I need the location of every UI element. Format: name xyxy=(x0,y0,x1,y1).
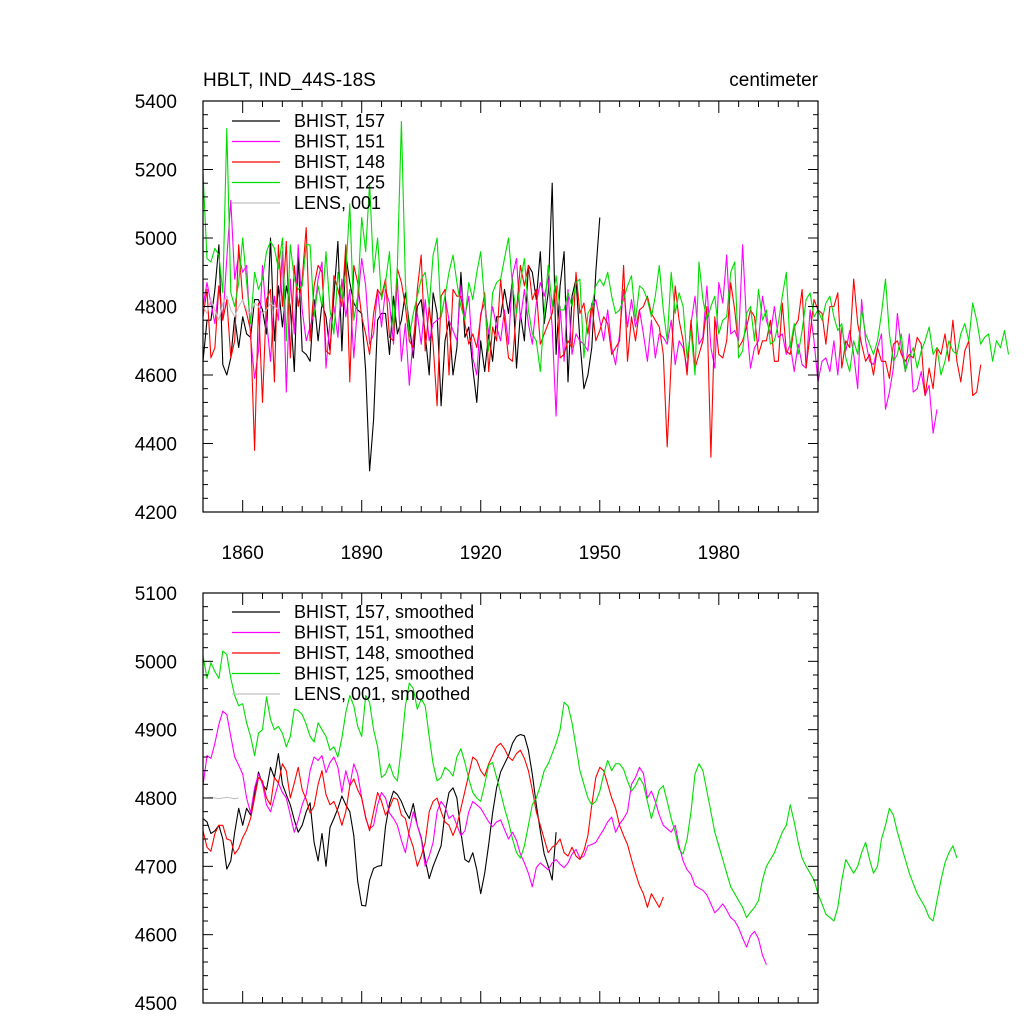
bottom-y-tick-label: 5000 xyxy=(135,652,177,673)
bottom-y-tick-label: 4900 xyxy=(135,721,177,742)
top-panel-title: HBLT, IND_44S-18S xyxy=(203,70,376,91)
bottom-series-line-4 xyxy=(202,650,958,922)
top-y-tick-label: 4200 xyxy=(135,503,177,524)
bottom-legend-label: BHIST, 125, smoothed xyxy=(294,664,474,684)
top-y-tick-label: 5400 xyxy=(135,92,177,113)
bottom-series-line-2 xyxy=(202,710,767,965)
bottom-plot-area: 4500 4600 4700 4800 4900 5000 5100 BHIST, 157, … xyxy=(135,584,958,1015)
bottom-y-tick-label: 4800 xyxy=(135,789,177,810)
top-x-tick-label: 1980 xyxy=(698,543,740,564)
top-y-tick-label: 4400 xyxy=(135,435,177,456)
top-series-line-3 xyxy=(202,227,982,458)
top-y-tick-label: 5000 xyxy=(135,229,177,250)
bottom-legend-label: BHIST, 148, smoothed xyxy=(294,643,474,663)
top-y-tick-label: 5200 xyxy=(135,161,177,182)
bottom-legend-label: LENS, 001, smoothed xyxy=(294,684,470,704)
top-y-tick-label: 4800 xyxy=(135,298,177,319)
top-panel: HBLT, IND_44S-18S centimeter 4200 4400 460… xyxy=(135,70,1010,564)
bottom-series-line-3 xyxy=(202,742,664,908)
bottom-y-tick-label: 4500 xyxy=(135,994,177,1015)
top-x-tick-label: 1920 xyxy=(460,543,502,564)
top-legend-label: BHIST, 125 xyxy=(294,173,385,193)
top-x-tick-label: 1950 xyxy=(579,543,621,564)
top-legend-label: BHIST, 151 xyxy=(294,132,385,152)
top-series-line-5 xyxy=(202,295,279,321)
top-legend-label: BHIST, 157 xyxy=(294,111,385,131)
top-legend-label: LENS, 001 xyxy=(294,193,381,213)
bottom-legend-label: BHIST, 151, smoothed xyxy=(294,623,474,643)
bottom-y-tick-label: 4700 xyxy=(135,857,177,878)
bottom-y-tick-label: 5100 xyxy=(135,584,177,605)
top-panel-units: centimeter xyxy=(729,70,818,91)
top-x-tick-label: 1860 xyxy=(222,543,264,564)
top-series-line-1 xyxy=(202,182,601,472)
bottom-legend-label: BHIST, 157, smoothed xyxy=(294,602,474,622)
top-x-tick-label: 1890 xyxy=(341,543,383,564)
top-series-line-4 xyxy=(202,121,1010,376)
bottom-panel: 4500 4600 4700 4800 4900 5000 5100 BHIST, 157, … xyxy=(135,584,958,1015)
top-legend-label: BHIST, 148 xyxy=(294,152,385,172)
bottom-y-tick-label: 4600 xyxy=(135,926,177,947)
top-plot-area: 4200 4400 4600 4800 5000 5200 5400 1860 1890 1920… xyxy=(135,92,1010,564)
top-y-tick-label: 4600 xyxy=(135,366,177,387)
